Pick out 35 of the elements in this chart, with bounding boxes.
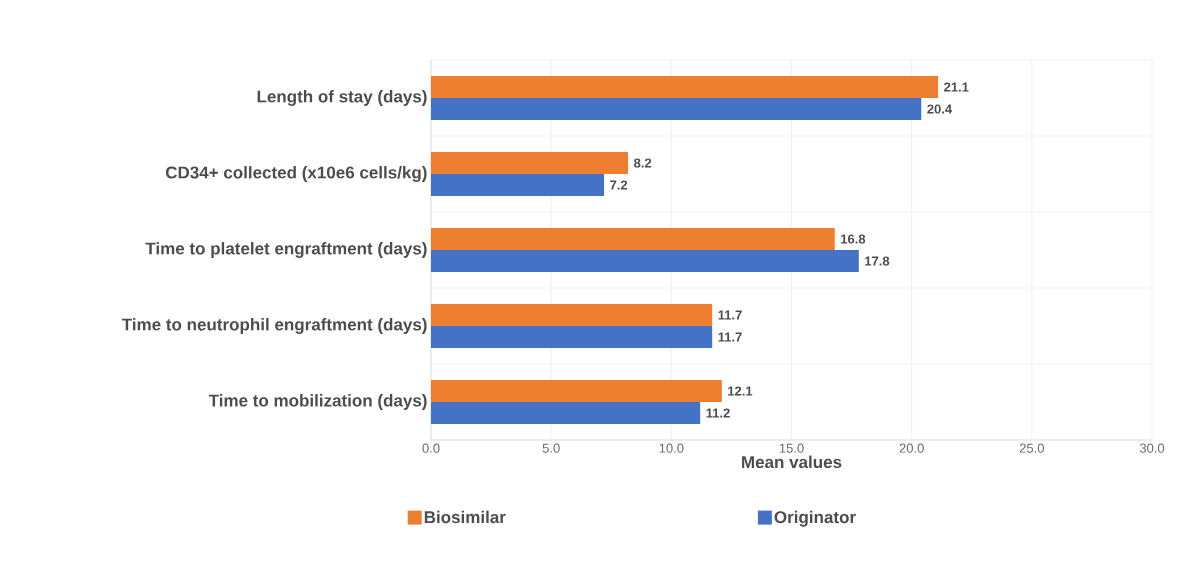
data-label: 11.2: [706, 408, 730, 418]
data-label: 20.4: [927, 104, 953, 114]
data-label: 7.2: [610, 180, 628, 190]
bar: [431, 326, 713, 349]
x-tick-label: 20.0: [899, 443, 924, 453]
y-tick-label: Time to neutrophil engraftment (days): [121, 318, 427, 334]
x-axis-title: Mean values: [742, 455, 842, 469]
x-tick-label: 5.0: [542, 443, 560, 453]
bar: [431, 402, 701, 424]
bar: [431, 380, 722, 402]
data-label: 17.8: [865, 256, 890, 266]
bar: [431, 152, 629, 174]
x-tick-label: 0.0: [422, 443, 440, 453]
x-tick-label: 25.0: [1019, 443, 1044, 453]
data-label: 8.2: [634, 158, 652, 168]
x-tick-label: 10.0: [659, 443, 684, 453]
y-tick-label: Length of stay (days): [257, 90, 427, 106]
y-tick-label: Time to mobilization (days): [208, 394, 427, 410]
bar: [431, 250, 859, 273]
y-tick-label: CD34+ collected (x10e6 cells/kg): [165, 166, 427, 182]
x-tick-label: 30.0: [1139, 443, 1165, 453]
y-tick-label: Time to platelet engraftment (days): [145, 242, 427, 258]
legend-label: Biosimilar: [424, 510, 506, 524]
bar: [431, 76, 939, 99]
bar: [431, 304, 713, 327]
data-label: 21.1: [944, 82, 969, 92]
x-tick-label: 15.0: [779, 443, 804, 453]
data-label: 11.7: [718, 310, 742, 320]
bar: [431, 228, 835, 250]
bar: [431, 174, 605, 196]
legend-label: Originator: [774, 510, 856, 527]
data-label: 12.1: [728, 386, 753, 396]
data-label: 11.7: [718, 332, 742, 342]
data-label: 16.8: [841, 234, 866, 244]
bar: [431, 98, 922, 121]
